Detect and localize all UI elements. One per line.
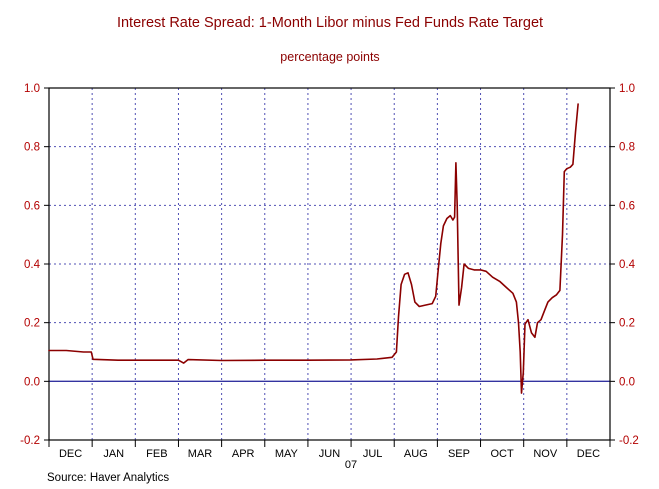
chart-title: Interest Rate Spread: 1-Month Libor minu… xyxy=(117,15,543,31)
x-axis-ticks xyxy=(48,440,611,447)
y-axis: 1.0 1.0 0.8 0.8 0.6 0.6 0.4 0.4 0.2 0.2 0.0 0.0 -0.2… xyxy=(20,83,639,447)
month-label: MAR xyxy=(188,448,213,460)
y-tick-label-left: 0.8 xyxy=(24,142,40,154)
chart-subtitle: percentage points xyxy=(280,50,379,64)
month-label: FEB xyxy=(146,448,167,460)
y-tick-label-left: 0.6 xyxy=(24,200,40,212)
month-label: DEC xyxy=(577,448,600,460)
month-label: JUN xyxy=(319,448,340,460)
month-label: JUL xyxy=(363,448,383,460)
y-tick-label-left: -0.2 xyxy=(20,435,40,447)
month-labels: DEC JAN FEB MAR APR MAY JUN JUL AUG SEP OCT NOV DEC xyxy=(59,448,600,460)
y-tick-label-left: 0.0 xyxy=(24,376,40,388)
month-label: JAN xyxy=(103,448,124,460)
month-label: MAY xyxy=(275,448,299,460)
month-label: APR xyxy=(232,448,255,460)
y-tick-label-right: -0.2 xyxy=(619,435,639,447)
plot-layer: 1.0 1.0 0.8 0.8 0.6 0.6 0.4 0.4 0.2 0.2 0.0 0.0 -0.2… xyxy=(20,83,639,460)
horizontal-gridlines xyxy=(49,146,610,383)
year-label: 07 xyxy=(345,459,357,471)
month-label: SEP xyxy=(448,448,470,460)
y-tick-label-right: 1.0 xyxy=(619,83,635,95)
series-line xyxy=(48,103,579,394)
y-tick-label-right: 0.8 xyxy=(619,142,635,154)
y-tick-label-left: 0.2 xyxy=(24,318,40,330)
month-label: NOV xyxy=(533,448,558,460)
month-label: OCT xyxy=(490,448,514,460)
y-tick-label-right: 0.0 xyxy=(619,376,635,388)
y-tick-label-right: 0.4 xyxy=(619,259,636,271)
month-label: DEC xyxy=(59,448,82,460)
y-tick-label-right: 0.2 xyxy=(619,318,635,330)
y-tick-label-right: 0.6 xyxy=(619,200,635,212)
y-tick-label-left: 1.0 xyxy=(24,83,40,95)
month-label: AUG xyxy=(404,448,428,460)
source-note: Source: Haver Analytics xyxy=(47,472,169,484)
y-tick-label-left: 0.4 xyxy=(24,259,41,271)
